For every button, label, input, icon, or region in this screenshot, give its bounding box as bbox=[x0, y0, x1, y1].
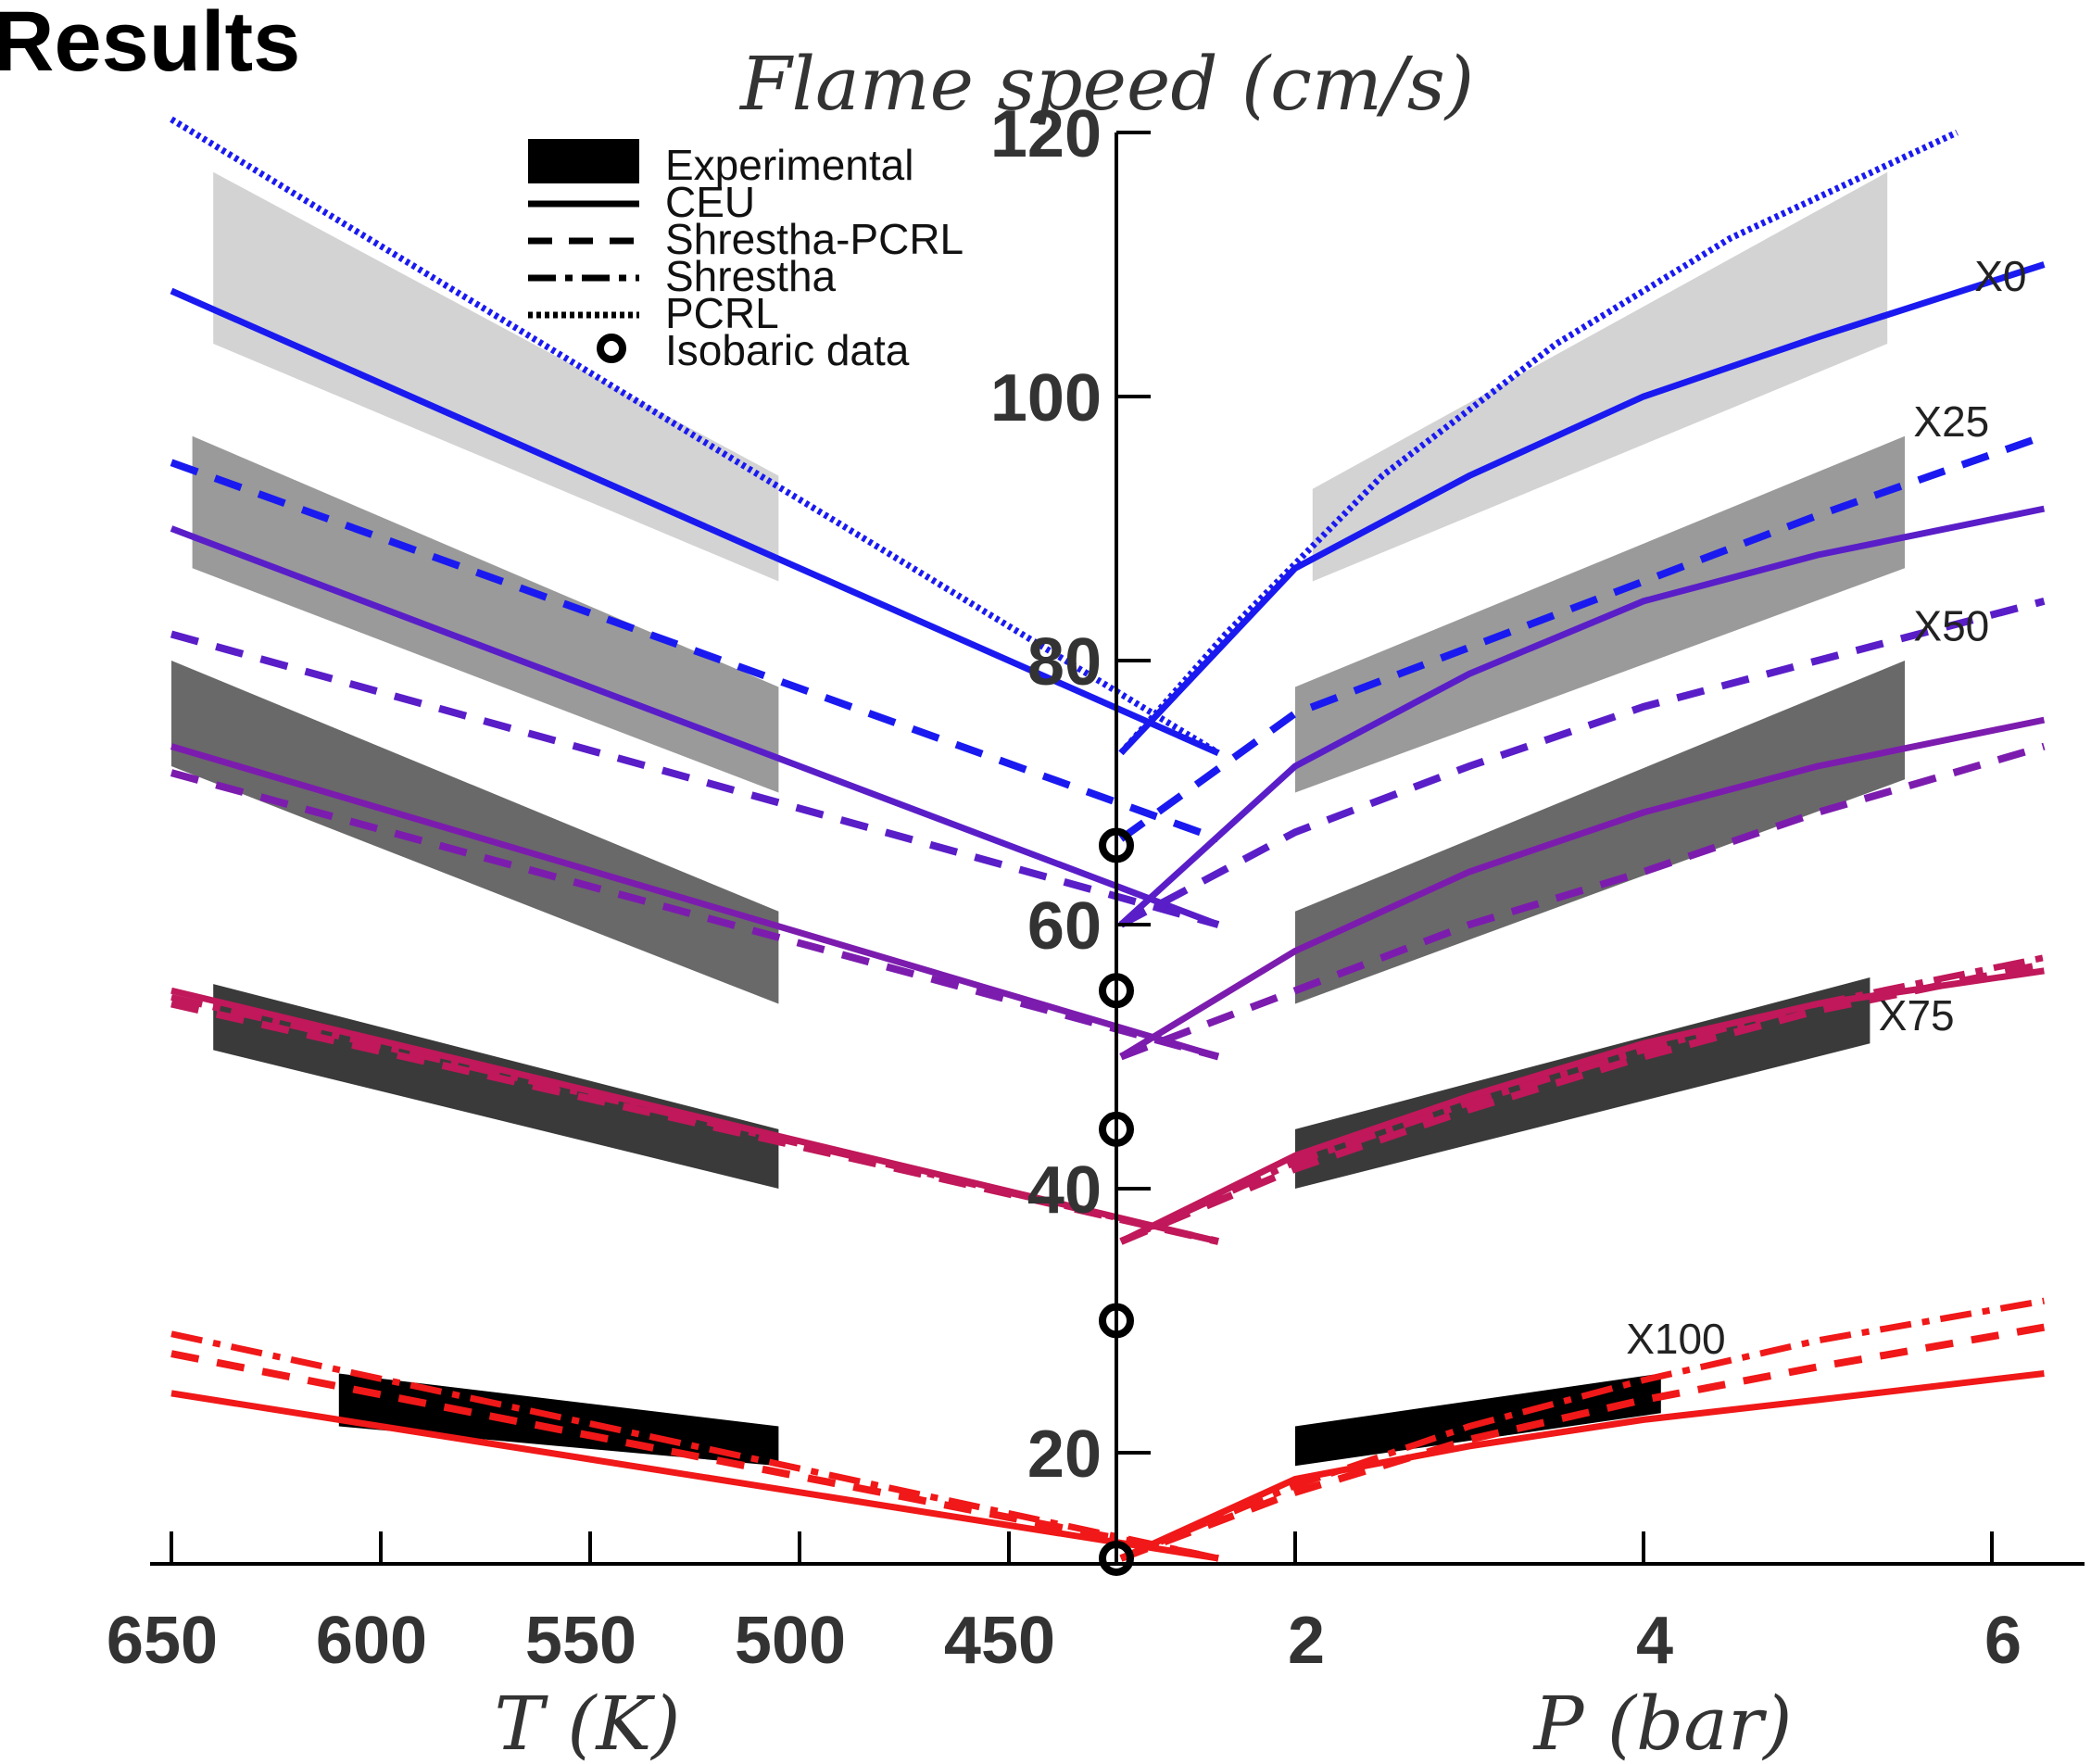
y-tick-label-120: 120 bbox=[990, 97, 1102, 171]
y-tick-label-80: 80 bbox=[1027, 625, 1102, 699]
legend-circle-label: Isobaric data bbox=[665, 326, 910, 374]
band-x50-p bbox=[1295, 661, 1905, 1004]
x-tick-label-temperature-550: 550 bbox=[525, 1604, 636, 1678]
curve-x25-solid-pressure bbox=[1118, 505, 2046, 927]
curve-x75-solid-pressure bbox=[1119, 967, 2045, 1245]
mixture-labels: X0 X25 X50 X75 X100 bbox=[1626, 252, 2026, 1363]
mixture-label-x0: X0 bbox=[1974, 252, 2026, 300]
x-tick-label-temperature-450: 450 bbox=[944, 1604, 1055, 1678]
band-x50-t bbox=[171, 661, 779, 1004]
legend-dashdot-label: Shrestha bbox=[665, 252, 837, 300]
x-tick-label-temperature-650: 650 bbox=[107, 1604, 218, 1678]
y-tick-label-20: 20 bbox=[1027, 1418, 1102, 1492]
curve-x100-dashdot-temperature bbox=[170, 1330, 1219, 1562]
band-x25-p bbox=[1295, 435, 1905, 793]
curve-x100-dash-temperature bbox=[170, 1350, 1219, 1562]
curve-x100-solid-pressure bbox=[1119, 1370, 2045, 1562]
axes: 20 40 60 80 100 120 650 600 550 500 450 2 4 6 bbox=[107, 97, 2085, 1678]
isobaric-point-3 bbox=[1099, 973, 1134, 1009]
curve-x75-dash-pressure bbox=[1119, 960, 2046, 1245]
isobaric-point-4 bbox=[1099, 827, 1134, 863]
isobaric-point-2 bbox=[1099, 1111, 1134, 1147]
x-tick-label-pressure-4: 4 bbox=[1636, 1604, 1673, 1678]
curve-x100-dash-pressure bbox=[1119, 1323, 2046, 1562]
legend-band-swatch bbox=[528, 139, 639, 183]
curve-x25-solid-temperature bbox=[170, 525, 1220, 928]
chart-title: Flame speed (cm/s) bbox=[738, 41, 1474, 127]
x-tick-label-temperature-600: 600 bbox=[316, 1604, 427, 1678]
legend: ExperimentalCEUShrestha-PCRLShresthaPCRL… bbox=[528, 139, 964, 374]
curve-x0-dash-temperature bbox=[170, 459, 1220, 843]
legend-dotted-label: PCRL bbox=[665, 289, 779, 337]
x-tick-label-pressure-6: 6 bbox=[1984, 1604, 2022, 1678]
isobaric-point-0 bbox=[1099, 1541, 1134, 1576]
band-x75-t bbox=[213, 984, 779, 1189]
curve-x50-dash-pressure bbox=[1119, 742, 2046, 1061]
slide-title: Results bbox=[0, 0, 300, 89]
curve-x50-solid-temperature bbox=[170, 743, 1219, 1060]
curve-x50-dash-temperature bbox=[170, 769, 1220, 1061]
experimental-bands bbox=[171, 171, 1905, 1467]
legend-band-label: Experimental bbox=[665, 141, 913, 189]
y-tick-label-40: 40 bbox=[1027, 1153, 1102, 1228]
isobaric-markers bbox=[1099, 827, 1134, 1576]
curve-x0-dotted-pressure bbox=[1118, 129, 1959, 756]
model-curves bbox=[170, 116, 2046, 1562]
x-tick-label-pressure-2: 2 bbox=[1288, 1604, 1325, 1678]
mixture-label-x100: X100 bbox=[1626, 1315, 1725, 1363]
curve-x0-solid-pressure bbox=[1118, 261, 2046, 756]
x-axis-label-pressure: P (bar) bbox=[1532, 1681, 1793, 1764]
curve-x0-dash-pressure bbox=[1118, 432, 2046, 842]
curve-x50-solid-pressure bbox=[1119, 716, 2046, 1060]
curve-x25-dash-temperature bbox=[170, 630, 1220, 928]
y-tick-label-60: 60 bbox=[1027, 889, 1102, 964]
curve-x0-solid-temperature bbox=[170, 287, 1220, 756]
legend-circle-swatch bbox=[597, 334, 626, 363]
x-axis-label-temperature: T (K) bbox=[495, 1681, 681, 1764]
curve-x100-solid-temperature bbox=[170, 1390, 1219, 1562]
curve-x75-dashdot-temperature bbox=[170, 993, 1219, 1245]
mixture-label-x25: X25 bbox=[1913, 397, 1989, 446]
curve-x25-dash-pressure bbox=[1119, 598, 2046, 928]
y-tick-label-100: 100 bbox=[990, 361, 1102, 435]
isobaric-point-1 bbox=[1099, 1303, 1134, 1339]
mixture-label-x75: X75 bbox=[1879, 991, 1955, 1040]
legend-dash-label: Shrestha-PCRL bbox=[665, 215, 964, 263]
band-x0-t bbox=[213, 171, 779, 582]
mixture-label-x50: X50 bbox=[1913, 602, 1989, 650]
x-tick-label-temperature-500: 500 bbox=[735, 1604, 846, 1678]
legend-solid-label: CEU bbox=[665, 178, 755, 226]
